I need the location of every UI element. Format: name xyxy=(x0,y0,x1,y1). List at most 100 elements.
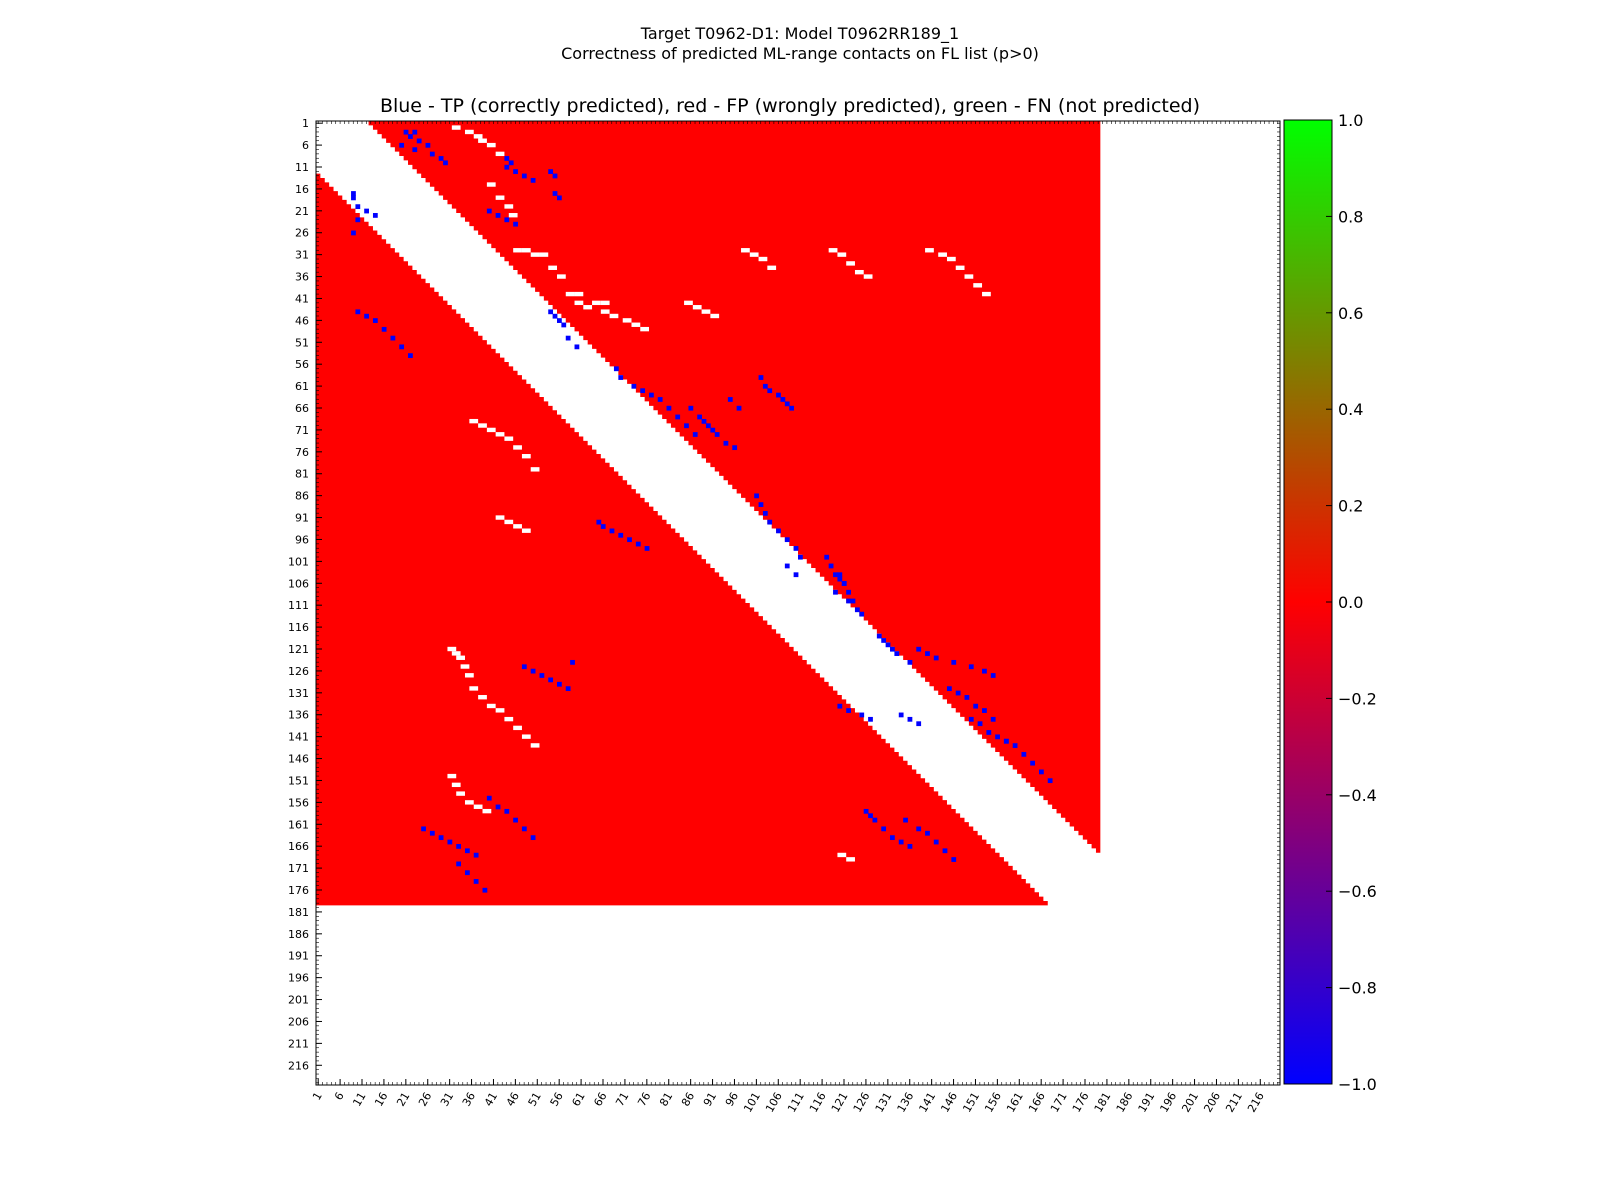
tp-cell xyxy=(776,392,781,398)
tp-cell xyxy=(727,397,733,402)
tp-cell xyxy=(600,524,606,529)
tp-cell xyxy=(1047,778,1053,784)
tp-cell xyxy=(705,423,711,429)
tp-cell xyxy=(557,318,562,323)
tp-cell xyxy=(438,835,444,841)
tp-cell xyxy=(627,537,632,543)
empty-cell xyxy=(982,291,991,297)
tp-cell xyxy=(968,716,974,722)
x-tick-label: 146 xyxy=(938,1090,960,1115)
tp-cell xyxy=(868,813,873,819)
tp-cell xyxy=(824,554,830,560)
y-tick-label: 11 xyxy=(295,161,309,174)
empty-cell xyxy=(938,252,947,257)
tp-cell xyxy=(482,887,488,893)
empty-cell xyxy=(684,300,693,306)
x-tick-label: 126 xyxy=(851,1090,873,1115)
y-tick-label: 71 xyxy=(295,424,309,437)
tp-cell xyxy=(898,839,904,845)
y-tick-label: 196 xyxy=(288,972,309,985)
tp-cell xyxy=(495,804,501,810)
y-tick-label: 161 xyxy=(288,818,309,831)
empty-cell xyxy=(631,322,641,327)
tp-cell xyxy=(793,546,799,551)
tp-cell xyxy=(955,690,961,696)
tp-cell xyxy=(762,510,768,516)
tp-cell xyxy=(1003,738,1009,744)
tp-cell xyxy=(990,716,996,722)
tp-cell xyxy=(758,502,764,507)
tp-cell xyxy=(521,826,527,832)
tp-cell xyxy=(565,335,571,341)
empty-cell xyxy=(495,432,505,437)
tp-cell xyxy=(644,546,650,551)
tp-cell xyxy=(762,383,768,389)
fp-region-lower xyxy=(316,173,1048,906)
tp-cell xyxy=(557,681,562,687)
empty-cell xyxy=(583,305,593,310)
y-tick-label: 166 xyxy=(288,840,309,853)
tp-cell xyxy=(1012,743,1018,748)
empty-cell xyxy=(973,283,983,288)
tp-cell xyxy=(793,572,799,578)
empty-cell xyxy=(478,138,487,143)
tp-cell xyxy=(355,217,361,223)
y-tick-label: 1 xyxy=(302,117,309,130)
tp-cell xyxy=(837,572,843,578)
tp-cell xyxy=(754,493,759,499)
y-tick-label: 141 xyxy=(288,731,309,744)
tp-cell xyxy=(390,335,396,341)
y-tick-label: 96 xyxy=(295,533,309,546)
tp-cell xyxy=(504,808,510,814)
tp-cell xyxy=(995,734,1000,740)
empty-cell xyxy=(495,195,505,200)
tp-cell xyxy=(495,213,501,218)
tp-cell xyxy=(946,686,952,692)
y-tick-label: 216 xyxy=(288,1059,309,1072)
y-tick-label: 21 xyxy=(295,205,309,218)
tp-cell xyxy=(504,164,510,170)
tp-cell xyxy=(1030,760,1036,766)
tp-cell xyxy=(776,528,781,534)
y-tick-label: 26 xyxy=(295,227,309,240)
tp-cell xyxy=(351,195,356,201)
x-tick-label: 116 xyxy=(807,1090,829,1115)
x-tick-label: 206 xyxy=(1201,1090,1223,1115)
empty-cell xyxy=(495,151,505,157)
empty-cell xyxy=(521,528,531,533)
tp-cell xyxy=(925,651,930,656)
tp-cell xyxy=(570,659,575,665)
x-tick-label: 161 xyxy=(1004,1090,1026,1115)
x-tick-label: 171 xyxy=(1048,1090,1070,1115)
tp-cell xyxy=(951,857,957,862)
tp-cell xyxy=(635,541,641,547)
colorbar-tick-label: −0.6 xyxy=(1338,882,1377,901)
empty-cell xyxy=(622,318,632,323)
tp-cell xyxy=(530,835,536,841)
empty-cell xyxy=(600,309,610,314)
y-tick-label: 91 xyxy=(295,512,309,525)
tp-cell xyxy=(675,414,681,420)
x-tick-label: 86 xyxy=(679,1090,697,1109)
empty-cell xyxy=(837,852,847,858)
empty-cell xyxy=(456,655,465,660)
tp-cell xyxy=(881,638,887,643)
empty-cell xyxy=(482,808,492,814)
tp-cell xyxy=(486,208,492,214)
y-tick-label: 36 xyxy=(295,271,309,284)
tp-cell xyxy=(552,191,558,196)
tp-cell xyxy=(850,598,856,604)
tp-cell xyxy=(438,156,444,161)
tp-cell xyxy=(613,366,619,372)
y-tick-label: 101 xyxy=(288,555,309,568)
tp-cell xyxy=(508,160,514,166)
x-tick-label: 81 xyxy=(657,1090,675,1109)
tp-cell xyxy=(666,405,672,411)
tp-cell xyxy=(881,826,887,832)
tp-cell xyxy=(552,173,558,179)
empty-cell xyxy=(473,134,483,139)
empty-cell xyxy=(557,274,566,279)
empty-cell xyxy=(574,300,584,306)
tp-cell xyxy=(473,852,479,858)
